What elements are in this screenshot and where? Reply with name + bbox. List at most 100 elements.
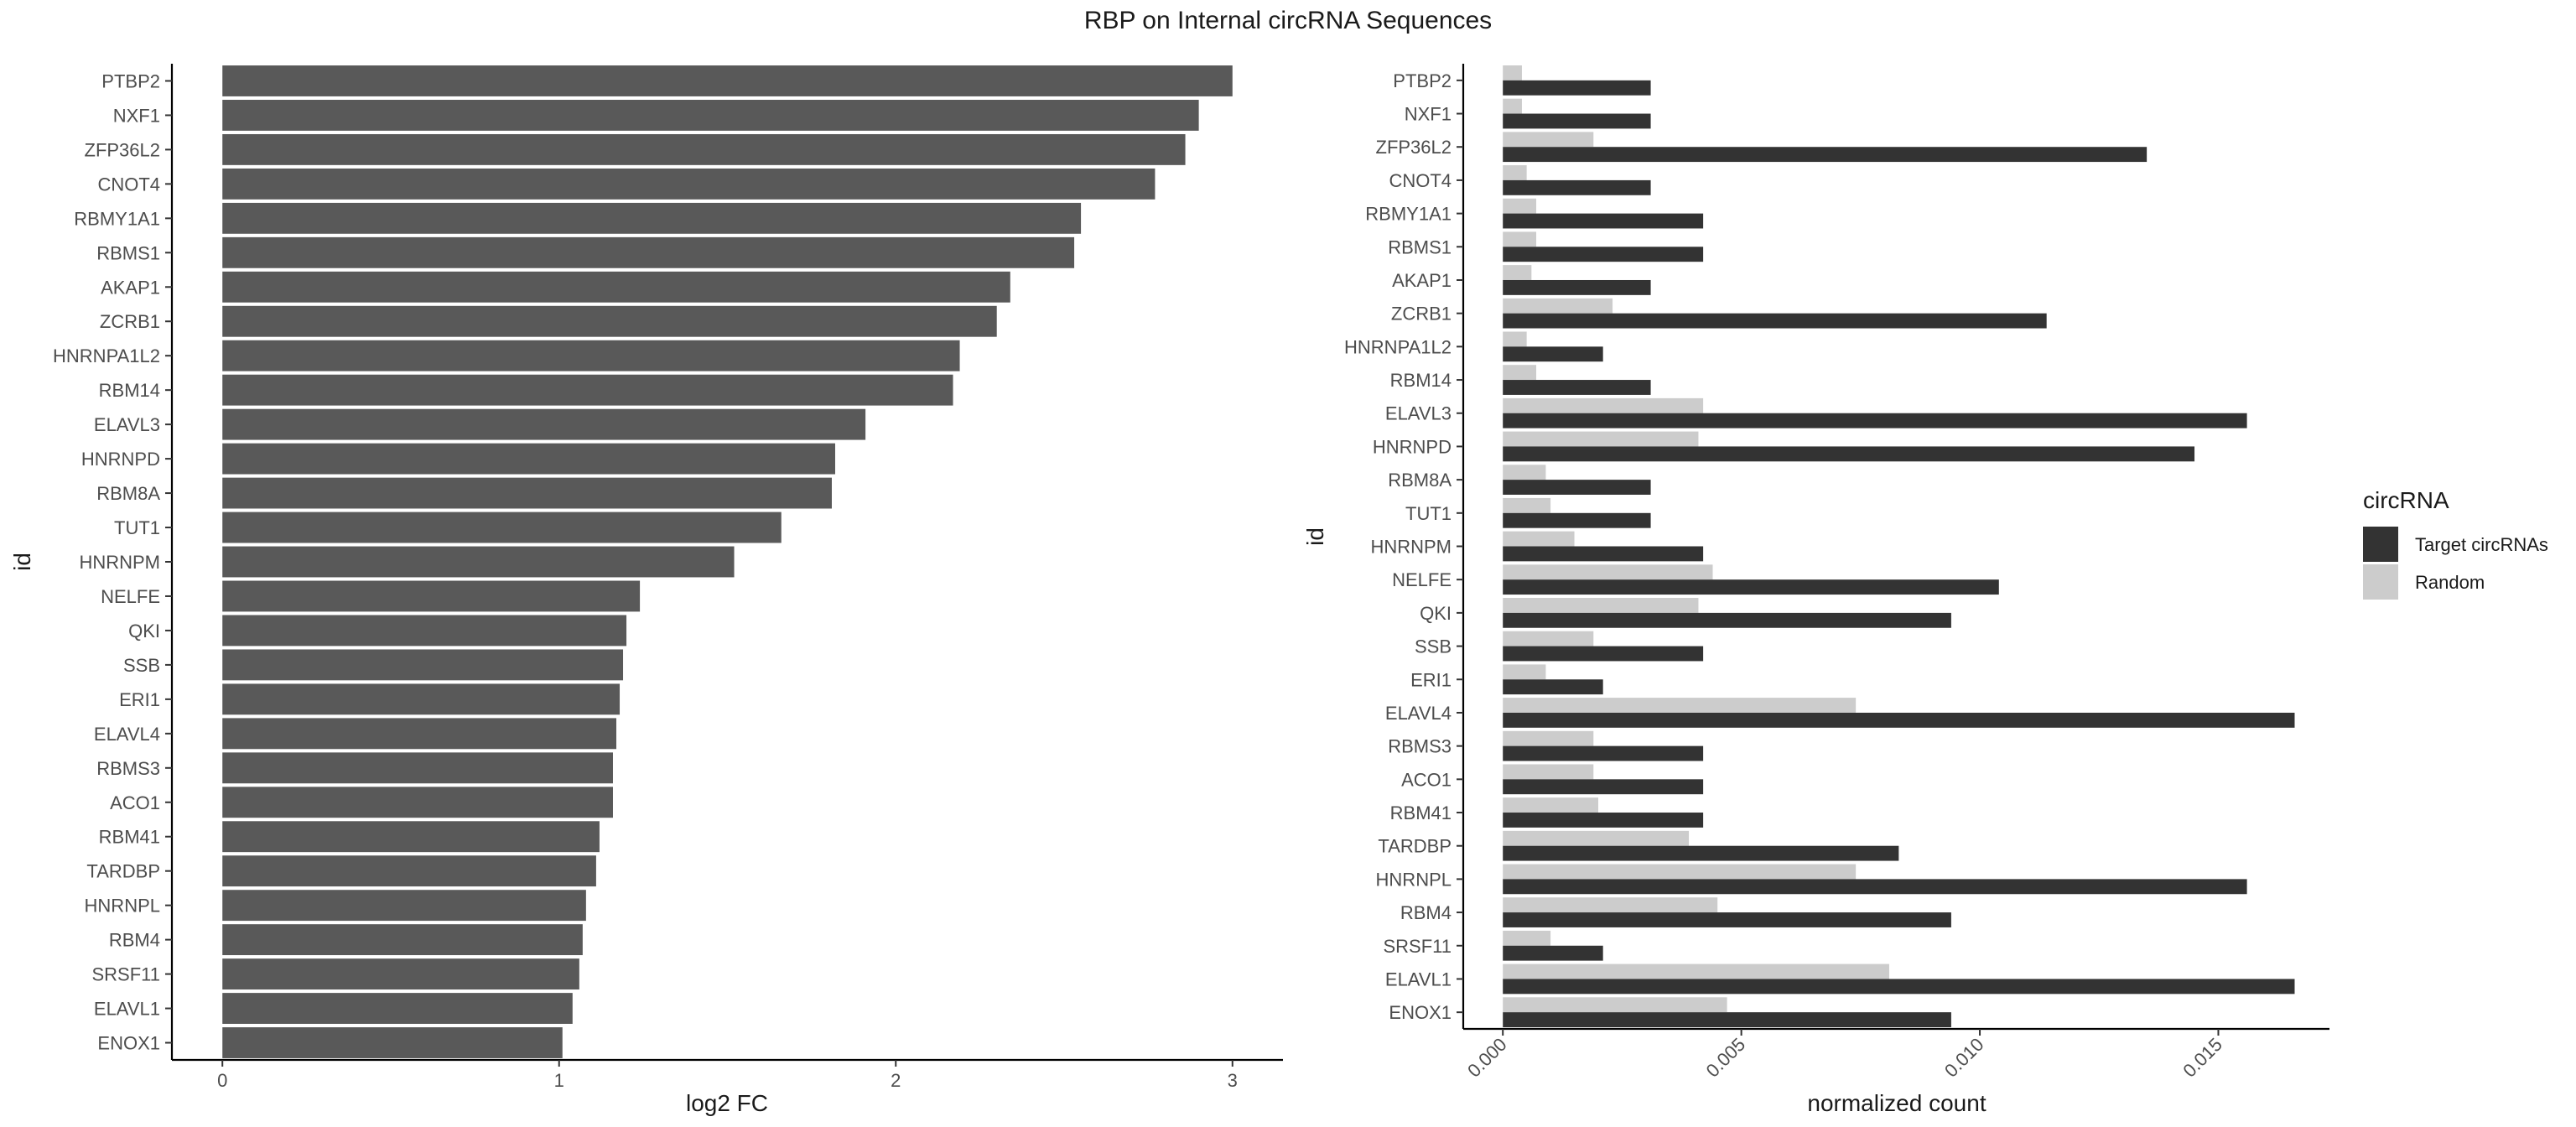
bar-random-elavl4 [1503,698,1857,713]
legend-title: circRNA [2363,487,2449,513]
bar-target-rbms3 [1503,745,1704,761]
bar-target-elavl4 [1503,712,2295,728]
bar-rbms3 [222,752,613,784]
left-x-tick-label: 0 [217,1070,227,1091]
bar-target-cnot4 [1503,179,1651,195]
bar-random-ptbp2 [1503,65,1522,80]
bar-ptbp2 [222,65,1233,96]
bar-random-nxf1 [1503,98,1522,114]
left-y-tick-label: RBM8A [96,483,160,504]
left-y-tick-label: SRSF11 [91,964,160,985]
bar-random-rbms1 [1503,231,1537,247]
bar-random-qki [1503,598,1699,613]
left-x-axis-title: log2 FC [686,1090,768,1116]
left-y-ticks: PTBP2 NXF1 ZFP36L2 CNOT4 RBMY1A1 RBMS1 AKAP1 ZC… [53,70,172,1054]
bar-enox1 [222,1027,563,1058]
bar-random-rbmy1a1 [1503,198,1537,214]
right-y-tick-label: RBMS3 [1388,736,1452,757]
left-y-tick-label: AKAP1 [101,277,160,298]
bar-ssb [222,649,624,681]
bar-target-rbm14 [1503,380,1651,395]
right-y-tick-label: AKAP1 [1392,270,1452,291]
bar-target-nelfe [1503,579,1999,595]
bar-hnrnpl [222,890,586,922]
right-y-tick-label: NXF1 [1405,104,1452,125]
legend-label-target-circrnas: Target circRNAs [2415,534,2548,555]
bar-target-hnrnpm [1503,546,1704,562]
bar-random-rbm8a [1503,465,1546,480]
left-x-tick-label: 1 [554,1070,564,1091]
bar-qki [222,615,627,647]
bar-elavl4 [222,718,616,750]
bar-rbm8a [222,477,832,509]
bar-cnot4 [222,168,1156,200]
right-y-tick-label: ERI1 [1410,669,1452,690]
bar-random-hnrnpa1l2 [1503,331,1527,347]
bar-random-eri1 [1503,664,1546,680]
left-y-tick-label: ZCRB1 [100,311,160,332]
right-y-tick-label: RBM4 [1400,902,1452,923]
bar-zcrb1 [222,305,997,337]
bar-target-tardbp [1503,845,1899,861]
right-y-tick-label: NELFE [1392,569,1452,590]
bar-srsf11 [222,958,579,990]
left-y-tick-label: ENOX1 [97,1033,160,1054]
right-y-tick-label: ACO1 [1401,769,1452,790]
bar-random-hnrnpd [1503,431,1699,447]
bar-elavl1 [222,993,573,1024]
bar-eri1 [222,683,621,715]
bar-target-qki [1503,612,1951,628]
bar-random-tardbp [1503,830,1690,846]
bar-rbmy1a1 [222,202,1082,234]
bar-random-aco1 [1503,764,1594,780]
bar-target-enox1 [1503,1012,1951,1028]
right-y-tick-label: HNRNPD [1373,436,1452,457]
left-y-tick-label: RBMY1A1 [74,208,160,229]
left-y-tick-label: NELFE [101,586,160,607]
right-y-tick-label: RBM8A [1388,470,1452,491]
bar-target-hnrnpd [1503,446,2195,462]
left-y-tick-label: CNOT4 [97,174,160,195]
bar-target-rbmy1a1 [1503,213,1704,229]
legend-label-random: Random [2415,572,2485,593]
bar-target-zcrb1 [1503,313,2047,329]
left-y-tick-label: HNRNPD [81,449,160,470]
left-y-tick-label: QKI [128,621,160,641]
bar-random-hnrnpl [1503,864,1857,880]
bar-random-rbm4 [1503,897,1718,913]
left-y-tick-label: HNRNPA1L2 [53,345,160,366]
bar-random-srsf11 [1503,930,1551,946]
bar-target-tut1 [1503,512,1651,528]
right-y-tick-label: ZFP36L2 [1376,137,1452,158]
legend: circRNA Target circRNAs Random [2363,487,2548,600]
left-y-tick-label: RBMS1 [96,242,160,263]
bar-random-cnot4 [1503,165,1527,180]
left-y-tick-label: RBM14 [99,380,160,401]
bar-random-zfp36l2 [1503,132,1594,148]
right-y-tick-label: HNRNPL [1376,869,1452,890]
bar-random-rbm14 [1503,365,1537,381]
bar-rbm14 [222,374,953,406]
left-y-axis-title: id [9,553,35,571]
bar-tut1 [222,512,782,543]
bar-target-ssb [1503,646,1704,662]
right-y-tick-label: RBMY1A1 [1365,204,1452,225]
bar-hnrnpa1l2 [222,340,960,371]
right-y-tick-label: PTBP2 [1393,70,1452,91]
panel-normalized-count: PTBP2 NXF1 ZFP36L2 CNOT4 RBMY1A1 RBMS1 AKAP1 ZC… [1302,64,2329,1116]
bar-target-elavl1 [1503,979,2295,995]
left-y-tick-label: TUT1 [114,517,160,538]
bar-hnrnpm [222,546,735,578]
panel-log2fc: PTBP2 NXF1 ZFP36L2 CNOT4 RBMY1A1 RBMS1 AKAP1 ZC… [9,64,1283,1116]
right-y-tick-label: HNRNPM [1370,537,1452,558]
right-y-tick-label: SSB [1415,636,1452,657]
bar-hnrnpd [222,443,835,475]
right-y-tick-label: ZCRB1 [1391,304,1452,325]
bar-akap1 [222,271,1010,303]
bar-random-hnrnpm [1503,531,1575,547]
left-y-tick-label: ZFP36L2 [85,139,161,160]
left-y-tick-label: RBM4 [109,930,160,951]
left-y-tick-label: ACO1 [110,792,160,813]
left-y-tick-label: NXF1 [113,105,160,126]
